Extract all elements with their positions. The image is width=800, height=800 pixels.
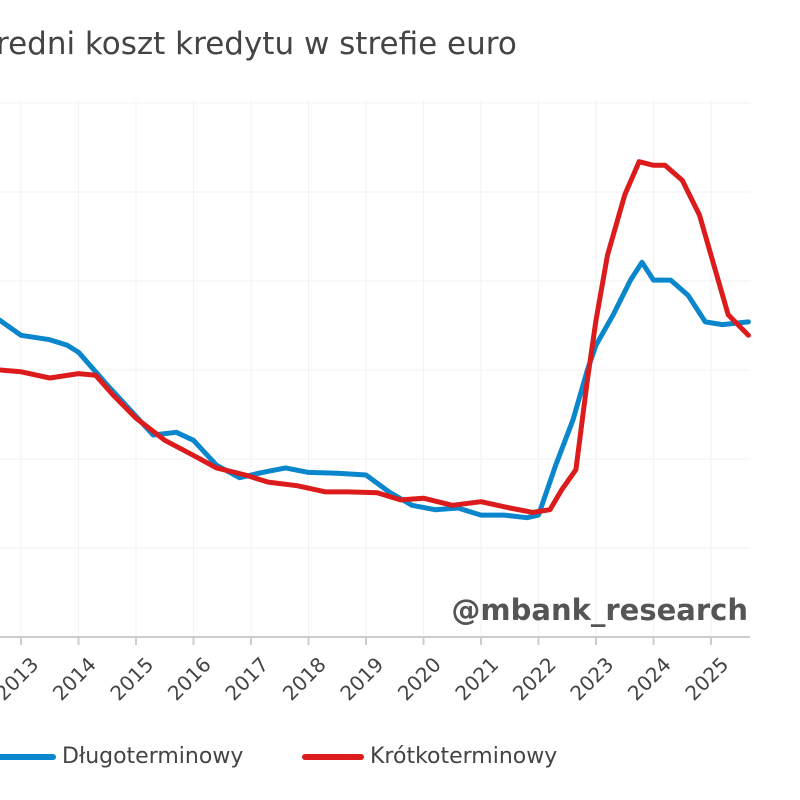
x-axis: 2013 2014 2015 2016 2017 2018 2019 2020 2021 2022…: [0, 636, 750, 705]
x-tick-label: 2015: [105, 652, 158, 705]
legend-item-short-term[interactable]: Krótkoterminowy: [302, 744, 557, 769]
watermark: @mbank_research: [451, 593, 748, 627]
series-lines: [0, 159, 751, 521]
legend-label: Krótkoterminowy: [370, 744, 558, 769]
grid: [0, 100, 750, 637]
x-tick-label: 2017: [220, 652, 273, 705]
chart-title: redni koszt kredytu w strefie euro: [0, 26, 517, 62]
legend-item-long-term[interactable]: Długoterminowy: [0, 744, 243, 769]
x-tick-label: 2023: [565, 652, 618, 705]
series-line-0: [0, 259, 751, 521]
x-tick-label: 2013: [0, 652, 43, 705]
x-tick-label: 2021: [450, 652, 503, 705]
series-line-1: [0, 159, 751, 515]
x-tick-label: 2024: [623, 652, 676, 705]
x-tick-label: 2018: [278, 652, 331, 705]
x-tick-label: 2022: [508, 652, 561, 705]
x-tick-label: 2019: [335, 652, 388, 705]
legend-swatch-red: [302, 753, 364, 760]
x-tick-label: 2020: [393, 652, 446, 705]
x-tick-label: 2016: [163, 652, 216, 705]
legend-swatch-blue: [0, 753, 56, 760]
legend-label: Długoterminowy: [62, 744, 244, 769]
x-tick-label: 2014: [48, 652, 101, 705]
x-tick-label: 2025: [680, 652, 733, 705]
